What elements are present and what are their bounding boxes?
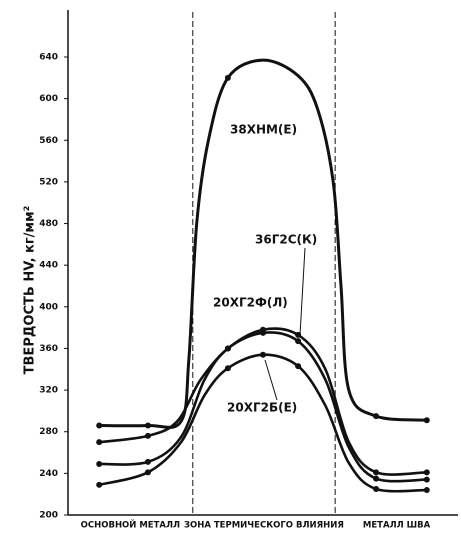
point	[144, 432, 151, 439]
y-tick-label: 560	[39, 136, 58, 146]
leader-line	[299, 247, 306, 336]
region-label: ОСНОВНОЙ МЕТАЛЛ	[81, 519, 180, 531]
point	[423, 487, 430, 494]
y-tick-label: 240	[39, 469, 58, 479]
series-label: 20ХГ2Б(Е)	[227, 401, 297, 415]
point	[295, 331, 302, 338]
point	[295, 338, 302, 345]
series-label: 20ХГ2Ф(Л)	[213, 296, 288, 310]
region-label: МЕТАЛЛ ШВА	[363, 521, 431, 531]
leader-line	[264, 359, 278, 401]
point	[373, 485, 380, 492]
point	[423, 476, 430, 483]
point	[423, 417, 430, 424]
y-tick-label: 480	[39, 219, 58, 229]
point	[373, 469, 380, 476]
y-tick-label: 280	[39, 427, 58, 437]
series-label: 38ХНМ(Е)	[230, 123, 297, 137]
point	[96, 422, 103, 429]
point	[295, 363, 302, 370]
point	[423, 469, 430, 476]
y-tick-label: 200	[39, 511, 58, 521]
point	[144, 458, 151, 465]
y-tick-label: 360	[39, 344, 58, 354]
line	[99, 58, 427, 429]
point	[373, 475, 380, 482]
point	[96, 481, 103, 488]
y-tick-label: 640	[39, 53, 58, 63]
y-tick-label: 320	[39, 386, 58, 396]
y-axis-label: ТВЕРДОСТЬ HV, кг/мм²	[23, 206, 38, 375]
y-tick-label: 440	[39, 261, 58, 271]
point	[96, 460, 103, 467]
point	[224, 345, 231, 352]
point	[96, 439, 103, 446]
y-tick-label: 520	[39, 177, 58, 187]
series-label: 36Г2С(К)	[255, 233, 317, 247]
point	[260, 326, 266, 333]
point	[373, 413, 380, 420]
point	[144, 469, 151, 476]
point	[260, 351, 266, 358]
point	[224, 74, 231, 81]
y-tick-label: 400	[39, 302, 58, 312]
y-tick-label: 600	[39, 94, 58, 104]
region-label: ЗОНА ТЕРМИЧЕСКОГО ВЛИЯНИЯ	[184, 521, 344, 531]
point	[144, 422, 151, 429]
point	[224, 365, 231, 372]
